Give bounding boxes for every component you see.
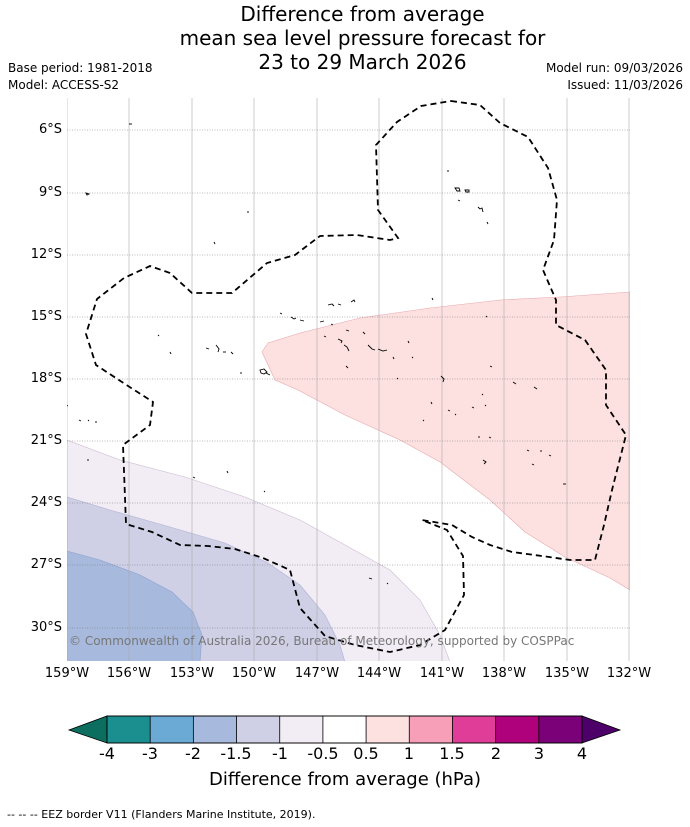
colorbar-cell: [236, 715, 281, 744]
anomaly-fill-positive: [261, 291, 630, 591]
island-outlines: [67, 123, 566, 585]
map-title: Difference from average mean sea level p…: [0, 2, 690, 74]
colorbar-extend-low: [67, 715, 108, 744]
colorbar-cells: [106, 715, 583, 744]
base-period: Base period: 1981-2018: [8, 61, 153, 75]
colorbar-cell: [149, 715, 195, 744]
lat-label-18s: 18°S: [30, 371, 62, 386]
colorbar-tick-label: 4: [576, 744, 588, 763]
lon-label-153w: 153°W: [169, 666, 215, 681]
colorbar: [67, 715, 622, 744]
model-name: Model: ACCESS-S2: [8, 78, 120, 92]
colorbar-tick-label: -2: [185, 744, 201, 763]
meta-left: Base period: 1981-2018 Model: ACCESS-S2: [8, 60, 153, 94]
map-plot-area: [67, 98, 630, 661]
model-run: Model run: 09/03/2026: [545, 61, 683, 75]
eez-legend-footer: -- -- -- EEZ border V11 (Flanders Marine…: [7, 808, 316, 821]
lon-label-159w: 159°W: [44, 666, 90, 681]
lat-label-27s: 27°S: [30, 557, 62, 572]
colorbar-cell: [322, 715, 367, 744]
lat-label-15s: 15°S: [30, 309, 62, 324]
title-line-2: mean sea level pressure forecast for: [179, 26, 546, 50]
colorbar-tick-label: 3: [533, 744, 545, 763]
gridlines: [67, 98, 630, 661]
copyright-notice: © Commonwealth of Australia 2026, Bureau…: [69, 634, 575, 648]
title-line-3: 23 to 29 March 2026: [258, 50, 467, 74]
colorbar-cell: [495, 715, 540, 744]
meta-right: Model run: 09/03/2026 Issued: 11/03/2026: [546, 60, 683, 94]
colorbar-title: Difference from average (hPa): [208, 769, 482, 790]
colorbar-tick-label: -1: [272, 744, 288, 763]
colorbar-tick-label: -1.5: [220, 744, 252, 763]
lon-label-150w: 150°W: [231, 666, 277, 681]
anomaly-fill-neg-1p5: [67, 550, 203, 661]
lon-label-138w: 138°W: [481, 666, 527, 681]
colorbar-extend-high: [581, 715, 622, 744]
colorbar-cell: [279, 715, 324, 744]
lat-label-9s: 9°S: [38, 185, 62, 200]
colorbar-tick-label: -3: [142, 744, 158, 763]
colorbar-outline: [106, 715, 583, 744]
lat-label-30s: 30°S: [30, 620, 62, 635]
lat-label-12s: 12°S: [30, 247, 62, 262]
colorbar-tick-label: 2: [490, 744, 502, 763]
colorbar-tick-label: -4: [99, 744, 115, 763]
lon-label-147w: 147°W: [294, 666, 340, 681]
lon-label-135w: 135°W: [544, 666, 590, 681]
colorbar-tick-label: 1: [403, 744, 415, 763]
colorbar-cell: [408, 715, 454, 744]
colorbar-cell: [106, 715, 151, 744]
lon-label-141w: 141°W: [419, 666, 465, 681]
issued-date: Issued: 11/03/2026: [567, 78, 683, 92]
title-line-1: Difference from average: [240, 2, 485, 26]
colorbar-cell: [192, 715, 238, 744]
lat-label-6s: 6°S: [38, 122, 62, 137]
colorbar-tick-label: 0.5: [353, 744, 379, 763]
colorbar-tick-label: -0.5: [307, 744, 339, 763]
colorbar-tick-label: 1.5: [439, 744, 465, 763]
lon-label-132w: 132°W: [606, 666, 652, 681]
eez-border: [85, 100, 627, 653]
lon-label-144w: 144°W: [356, 666, 402, 681]
colorbar-cell: [538, 715, 583, 744]
lat-label-24s: 24°S: [30, 495, 62, 510]
lat-label-21s: 21°S: [30, 433, 62, 448]
colorbar-cell: [365, 715, 410, 744]
colorbar-cell: [452, 715, 497, 744]
lon-label-156w: 156°W: [106, 666, 152, 681]
